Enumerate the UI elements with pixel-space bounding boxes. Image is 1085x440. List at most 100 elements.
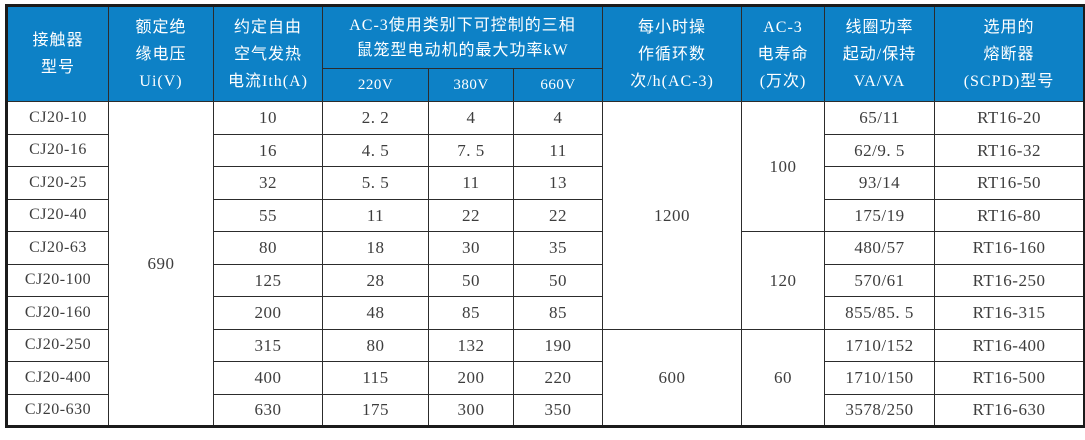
coil-power-cell: 3578/250 [824,393,936,427]
fuse-type-cell: RT16-50 [934,166,1085,200]
coil-power-cell: 65/11 [824,101,936,135]
power-660v-cell: 85 [512,296,604,330]
power-660v-cell: 190 [512,328,604,362]
subheader-220v: 220V [322,68,429,102]
life-merged-cell-60: 60 [741,328,826,427]
subheader-380v: 380V [428,68,514,102]
life-merged-cell-100: 100 [741,101,826,232]
table-body: CJ20-10 690 10 2. 2 4 4 1200 100 65/11 R… [6,101,1085,427]
fuse-type-cell: RT16-32 [934,133,1085,167]
ith-cell: 400 [213,361,323,395]
header-rated-insulation-voltage: 额定绝 缘电压 Ui(V) [108,5,214,102]
power-220v-cell: 11 [322,198,429,232]
header-coil-power: 线圈功率 起动/保持 VA/VA [824,5,936,102]
fuse-type-cell: RT16-80 [934,198,1085,232]
model-cell: CJ20-63 [6,231,109,265]
ith-cell: 16 [213,133,323,167]
power-380v-cell: 11 [428,166,514,200]
table-row: CJ20-40 55 11 22 22 175/19 RT16-80 [6,198,1085,232]
power-380v-cell: 7. 5 [428,133,514,167]
coil-power-cell: 480/57 [824,231,936,265]
power-380v-cell: 30 [428,231,514,265]
power-220v-cell: 80 [322,328,429,362]
ith-cell: 125 [213,263,323,297]
model-cell: CJ20-10 [6,101,109,135]
power-380v-cell: 200 [428,361,514,395]
cycles-merged-cell-1200: 1200 [602,101,743,330]
table-row: CJ20-16 16 4. 5 7. 5 11 62/9. 5 RT16-32 [6,133,1085,167]
header-ac3-max-motor-power: AC-3使用类别下可控制的三相 鼠笼型电动机的最大功率kW [321,4,604,70]
power-380v-cell: 85 [428,296,514,330]
table-row: CJ20-25 32 5. 5 11 13 93/14 RT16-50 [6,166,1085,200]
power-220v-cell: 48 [322,296,429,330]
header-ac3-electrical-life: AC-3 电寿命 (万次) [741,5,826,102]
ith-cell: 80 [213,231,323,265]
table-row: CJ20-100 125 28 50 50 570/61 RT16-250 [6,263,1085,297]
power-220v-cell: 115 [322,361,429,395]
fuse-type-cell: RT16-630 [934,393,1085,427]
model-cell: CJ20-630 [6,393,109,427]
power-380v-cell: 50 [428,263,514,297]
power-220v-cell: 4. 5 [322,133,429,167]
model-cell: CJ20-160 [6,296,109,330]
table-row: CJ20-630 630 175 300 350 3578/250 RT16-6… [6,393,1085,427]
header-contactor-model: 接触器 型号 [6,5,109,102]
table-row: CJ20-250 315 80 132 190 600 60 1710/152 … [6,328,1085,427]
model-cell: CJ20-250 [6,328,109,362]
coil-power-cell: 62/9. 5 [824,133,936,167]
power-380v-cell: 132 [428,328,514,362]
power-220v-cell: 28 [322,263,429,297]
table-header: 接触器 型号 额定绝 缘电压 Ui(V) 约定自由 空气发热 电流Ith(A) … [6,4,1085,102]
ith-cell: 32 [213,166,323,200]
model-cell: CJ20-100 [6,263,109,297]
table-row: CJ20-63 80 18 30 35 120 480/57 RT16-160 [6,231,1085,330]
coil-power-cell: 570/61 [824,263,936,297]
header-operating-cycles-per-hour: 每小时操 作循环数 次/h(AC-3) [602,5,743,102]
power-220v-cell: 5. 5 [322,166,429,200]
power-660v-cell: 220 [512,361,604,395]
power-660v-cell: 50 [512,263,604,297]
power-220v-cell: 175 [322,393,429,427]
fuse-type-cell: RT16-250 [934,263,1085,297]
ith-cell: 630 [213,393,323,427]
power-660v-cell: 22 [512,198,604,232]
fuse-type-cell: RT16-500 [934,361,1085,395]
life-merged-cell-120: 120 [741,231,826,330]
page: 接触器 型号 额定绝 缘电压 Ui(V) 约定自由 空气发热 电流Ith(A) … [5,4,1085,428]
ith-cell: 315 [213,328,323,362]
header-conventional-thermal-current: 约定自由 空气发热 电流Ith(A) [213,5,323,102]
power-380v-cell: 4 [428,101,514,135]
power-220v-cell: 2. 2 [322,101,429,135]
cycles-merged-cell-600: 600 [602,328,743,427]
ith-cell: 55 [213,198,323,232]
model-cell: CJ20-40 [6,198,109,232]
fuse-type-cell: RT16-160 [934,231,1085,265]
power-380v-cell: 300 [428,393,514,427]
table-row: CJ20-10 690 10 2. 2 4 4 1200 100 65/11 R… [6,101,1085,427]
power-660v-cell: 13 [512,166,604,200]
fuse-type-cell: RT16-20 [934,101,1085,135]
coil-power-cell: 175/19 [824,198,936,232]
table-row: CJ20-400 400 115 200 220 1710/150 RT16-5… [6,361,1085,395]
coil-power-cell: 1710/152 [824,328,936,362]
ith-cell: 200 [213,296,323,330]
header-fuse-scpd-type: 选用的 熔断器 (SCPD)型号 [934,5,1085,102]
coil-power-cell: 1710/150 [824,361,936,395]
power-660v-cell: 35 [512,231,604,265]
coil-power-cell: 93/14 [824,166,936,200]
fuse-type-cell: RT16-400 [934,328,1085,362]
ui-voltage-merged-cell: 690 [108,101,214,427]
ith-cell: 10 [213,101,323,135]
coil-power-cell: 855/85. 5 [824,296,936,330]
power-660v-cell: 4 [512,101,604,135]
power-380v-cell: 22 [428,198,514,232]
fuse-type-cell: RT16-315 [934,296,1085,330]
power-220v-cell: 18 [322,231,429,265]
subheader-660v: 660V [512,68,604,102]
model-cell: CJ20-400 [6,361,109,395]
model-cell: CJ20-16 [6,133,109,167]
model-cell: CJ20-25 [6,166,109,200]
power-660v-cell: 11 [512,133,604,167]
power-660v-cell: 350 [512,393,604,427]
contactor-spec-table: 接触器 型号 额定绝 缘电压 Ui(V) 约定自由 空气发热 电流Ith(A) … [5,4,1085,428]
